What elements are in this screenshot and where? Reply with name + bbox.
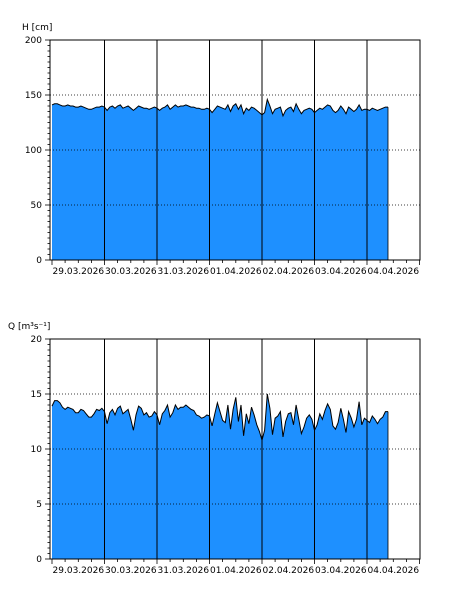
axes-q: 0 5 10 15 20 29.03.2026 30.03.2026 31.03.2026 01… <box>31 335 421 576</box>
xtick-label-h-0: 29.03.2026 <box>53 267 105 277</box>
ytick-label-q-20: 20 <box>31 335 43 345</box>
ytick-label-q-5: 5 <box>36 500 42 510</box>
xtick-label-q-3: 01.04.2026 <box>210 566 262 576</box>
ytick-label-h-150: 150 <box>25 91 42 101</box>
y-axis-label-q: Q [m³s⁻¹] <box>8 322 50 332</box>
series-area-h <box>51 97 389 261</box>
y-axis-label-h: H [cm] <box>22 23 52 33</box>
series-line-h <box>51 97 388 118</box>
water-level-chart: H [cm] 0 50 100 150 200 29.03.2026 30.03.2026 3… <box>22 23 421 277</box>
series-fill-h <box>52 99 388 261</box>
xtick-label-h-5: 03.04.2026 <box>315 267 367 277</box>
xtick-label-q-6: 04.04.2026 <box>368 566 420 576</box>
xtick-label-h-2: 31.03.2026 <box>158 267 210 277</box>
ytick-label-q-15: 15 <box>31 390 42 400</box>
discharge-chart: Q [m³s⁻¹] 0 5 10 15 20 29.03.2026 30.03.2026 31… <box>8 322 421 576</box>
xtick-label-h-6: 04.04.2026 <box>368 267 420 277</box>
xtick-label-h-4: 02.04.2026 <box>263 267 315 277</box>
series-fill-q <box>52 394 388 559</box>
ytick-label-h-0: 0 <box>36 256 42 266</box>
xtick-label-q-5: 03.04.2026 <box>315 566 367 576</box>
grid-h <box>50 39 420 260</box>
ytick-label-h-50: 50 <box>31 201 43 211</box>
ytick-label-q-10: 10 <box>31 445 43 455</box>
xtick-label-q-1: 30.03.2026 <box>105 566 157 576</box>
xtick-label-q-0: 29.03.2026 <box>53 566 105 576</box>
series-line-q <box>51 393 388 443</box>
xtick-label-h-3: 01.04.2026 <box>210 267 262 277</box>
xtick-label-h-1: 30.03.2026 <box>105 267 157 277</box>
xtick-label-q-4: 02.04.2026 <box>263 566 315 576</box>
grid-q <box>50 338 420 559</box>
series-area-q <box>51 393 389 559</box>
ytick-label-h-200: 200 <box>25 36 42 46</box>
ytick-label-h-100: 100 <box>25 146 42 156</box>
ytick-label-q-0: 0 <box>36 555 42 565</box>
axes-h: 0 50 100 150 200 29.03.2026 30.03.2026 31.03.20… <box>25 36 421 277</box>
xtick-label-q-2: 31.03.2026 <box>158 566 210 576</box>
